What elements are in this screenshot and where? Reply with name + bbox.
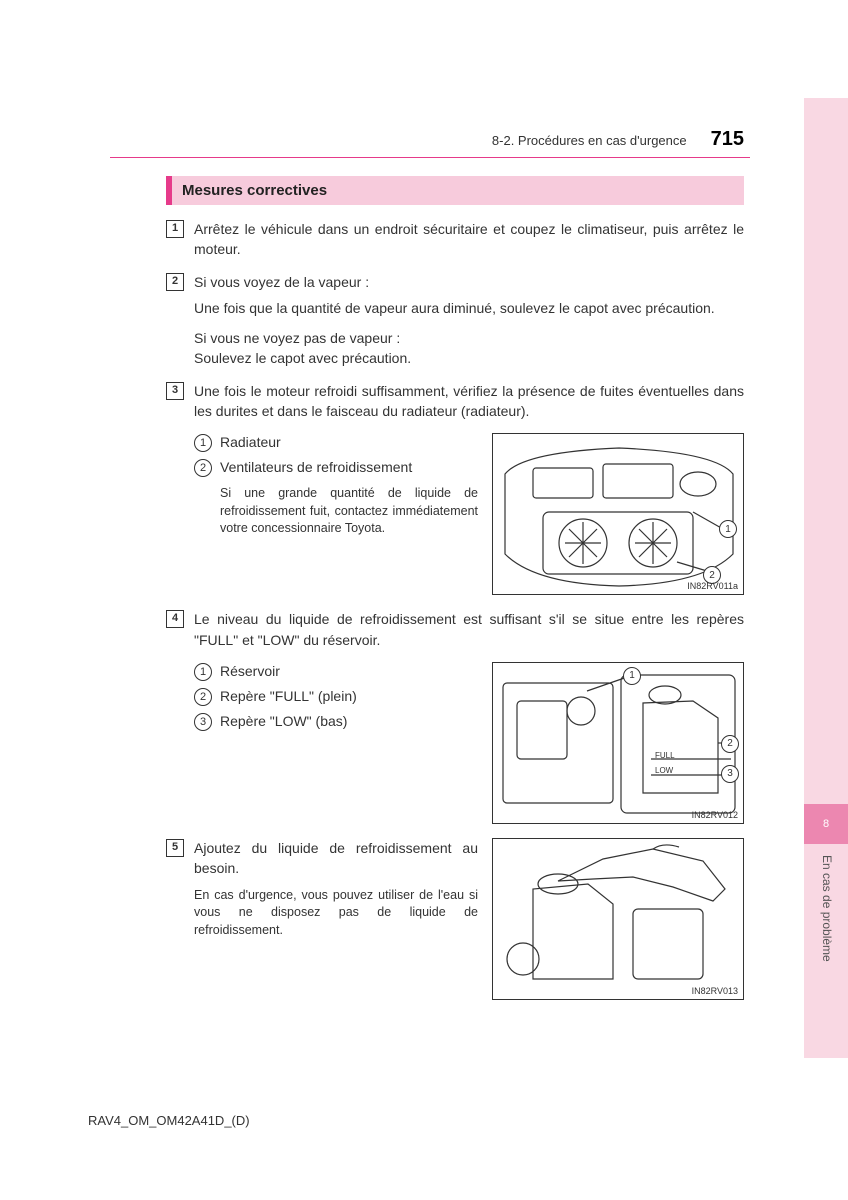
step-number: 1: [166, 220, 184, 238]
callout-item: 2 Ventilateurs de refroidissement: [194, 458, 478, 477]
step-4: 4 Le niveau du liquide de refroidissemen…: [166, 609, 744, 650]
callout-label: Radiateur: [220, 433, 281, 452]
line: Si vous ne voyez pas de vapeur :: [194, 328, 744, 348]
page-content: 8-2. Procédures en cas d'urgence 715 Mes…: [110, 128, 750, 1000]
callout-number: 1: [194, 663, 212, 681]
illustration-box: IN82RV013: [492, 838, 744, 1000]
callout-number: 2: [194, 459, 212, 477]
step-number: 4: [166, 610, 184, 628]
document-id: RAV4_OM_OM42A41D_(D): [88, 1113, 250, 1128]
page-header: 8-2. Procédures en cas d'urgence 715: [110, 128, 750, 151]
callout-label: Ventilateurs de refroidissement: [220, 458, 412, 477]
step-2: 2 Si vous voyez de la vapeur : Une fois …: [166, 272, 744, 369]
add-coolant-illustration: IN82RV013: [492, 838, 744, 1000]
illustration-box: FULL LOW 1 2 3 IN82RV012: [492, 662, 744, 824]
step-5-head: 5 Ajoutez du liquide de refroidissement …: [166, 838, 478, 879]
full-mark: FULL: [655, 751, 675, 760]
callout-item: 1 Réservoir: [194, 662, 478, 681]
line: Si vous voyez de la vapeur :: [194, 272, 744, 292]
step-4-detail: 1 Réservoir 2 Repère "FULL" (plein) 3 Re…: [194, 662, 744, 824]
step-note: Si une grande quantité de liquide de ref…: [194, 485, 478, 538]
illustration-box: 1 2 IN82RV011a: [492, 433, 744, 595]
callout-label: Repère "LOW" (bas): [220, 712, 347, 731]
chapter-number: 8: [823, 818, 829, 830]
illustration-id: IN82RV011a: [687, 581, 738, 591]
step-text: Une fois le moteur refroidi suffisamment…: [194, 381, 744, 422]
illustration-id: IN82RV013: [692, 986, 738, 996]
callout-marker: 2: [721, 735, 739, 753]
page-number: 715: [711, 128, 744, 151]
step-text: Ajoutez du liquide de refroidissement au…: [194, 838, 478, 879]
illustration-id: IN82RV012: [692, 810, 738, 820]
reservoir-illustration: FULL LOW 1 2 3 IN82RV012: [492, 662, 744, 824]
low-mark: LOW: [655, 766, 673, 775]
chapter-tab: 8: [804, 804, 848, 844]
callout-label: Repère "FULL" (plein): [220, 687, 357, 706]
step-3-detail: 1 Radiateur 2 Ventilateurs de refroidiss…: [194, 433, 744, 595]
line: Une fois que la quantité de vapeur aura …: [194, 298, 744, 318]
callout-list: 1 Radiateur 2 Ventilateurs de refroidiss…: [194, 433, 478, 595]
step-note: En cas d'urgence, vous pouvez utiliser d…: [166, 887, 478, 940]
step-number: 3: [166, 382, 184, 400]
step-1: 1 Arrêtez le véhicule dans un endroit sé…: [166, 219, 744, 260]
step-number: 2: [166, 273, 184, 291]
callout-item: 3 Repère "LOW" (bas): [194, 712, 478, 731]
callout-item: 2 Repère "FULL" (plein): [194, 687, 478, 706]
line: Soulevez le capot avec précaution.: [194, 348, 744, 368]
callout-number: 2: [194, 688, 212, 706]
callout-marker: 3: [721, 765, 739, 783]
main-content: Mesures correctives 1 Arrêtez le véhicul…: [110, 158, 750, 1000]
breadcrumb: 8-2. Procédures en cas d'urgence: [492, 133, 687, 148]
section-heading: Mesures correctives: [166, 176, 744, 205]
callout-label: Réservoir: [220, 662, 280, 681]
engine-bay-illustration: 1 2 IN82RV011a: [492, 433, 744, 595]
chapter-label: En cas de problème: [820, 855, 834, 962]
callout-marker: 1: [623, 667, 641, 685]
step-text: Arrêtez le véhicule dans un endroit sécu…: [194, 219, 744, 260]
step-3: 3 Une fois le moteur refroidi suffisamme…: [166, 381, 744, 422]
step-text: Si vous voyez de la vapeur : Une fois qu…: [194, 272, 744, 369]
step-text: Le niveau du liquide de refroidissement …: [194, 609, 744, 650]
callout-item: 1 Radiateur: [194, 433, 478, 452]
callout-number: 1: [194, 434, 212, 452]
callout-list: 1 Réservoir 2 Repère "FULL" (plein) 3 Re…: [194, 662, 478, 824]
step-5: 5 Ajoutez du liquide de refroidissement …: [166, 838, 744, 1000]
callout-number: 3: [194, 713, 212, 731]
step-number: 5: [166, 839, 184, 857]
